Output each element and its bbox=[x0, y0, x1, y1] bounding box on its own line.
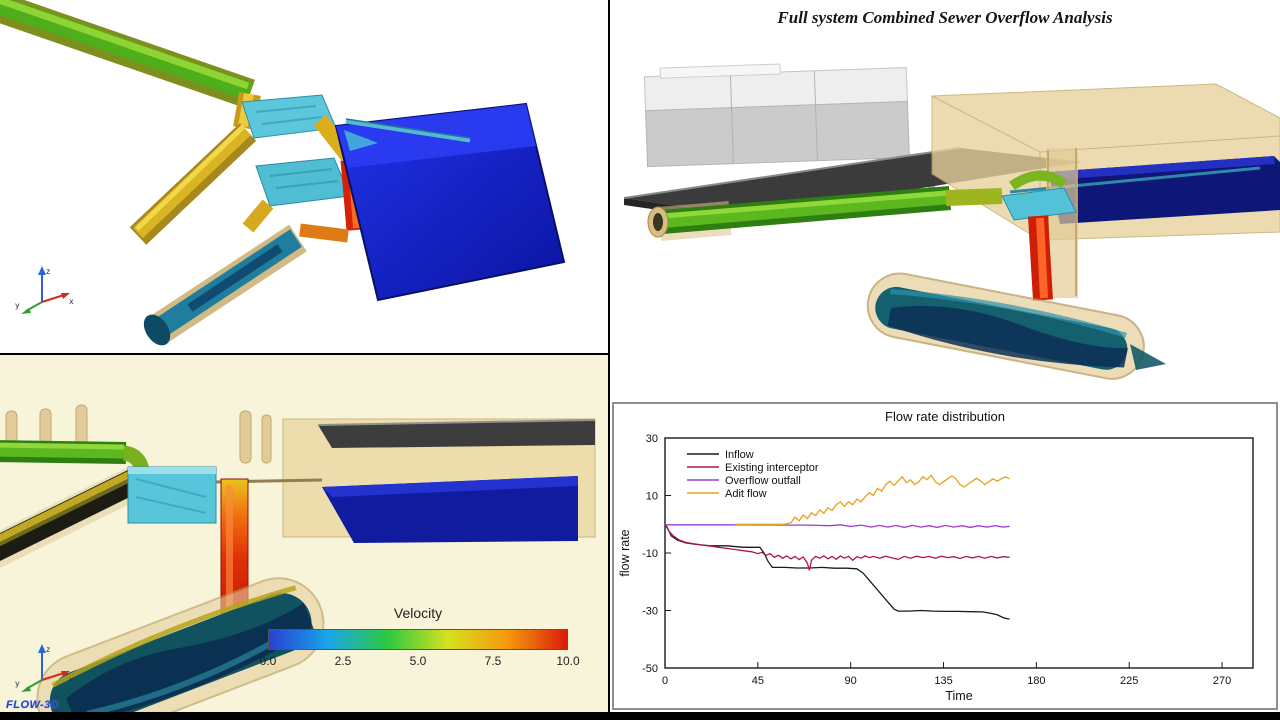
x-axis-label: Time bbox=[945, 689, 972, 702]
x-tick-label: 180 bbox=[1027, 675, 1045, 687]
axis-triad: z x y bbox=[15, 266, 74, 314]
axis-y-label: y bbox=[15, 301, 20, 310]
x-tick-label: 45 bbox=[752, 675, 764, 687]
cfd-view-full-system: Full system Combined Sewer Overflow Anal… bbox=[610, 0, 1280, 400]
y-axis-label: flow rate bbox=[618, 529, 632, 576]
colorbar-tick: 10.0 bbox=[556, 654, 580, 668]
cfd-view-isometric-detail: z x y bbox=[0, 0, 608, 353]
cfd-view-side-section: Velocity 0.0 2.5 5.0 7.5 10.0 z x y bbox=[0, 355, 608, 712]
flow-rate-chart: 0 45 90 135 180 225 270 30 10 -10 -30 -50 InflowExis… bbox=[618, 433, 1254, 702]
colorbar-tick-labels: 0.0 2.5 5.0 7.5 10.0 bbox=[250, 654, 586, 668]
y-tick-label: -10 bbox=[642, 548, 658, 560]
legend-label-existing-interceptor: Existing interceptor bbox=[725, 462, 819, 474]
axis-x-label: x bbox=[69, 297, 74, 306]
axis-z-label: z bbox=[46, 267, 50, 276]
y-tick-label: -30 bbox=[642, 606, 658, 618]
axis-y-label: y bbox=[15, 679, 20, 688]
legend-label-overflow-outfall: Overflow outfall bbox=[725, 475, 801, 487]
x-tick-label: 90 bbox=[845, 675, 857, 687]
cfd-scene-side-section bbox=[0, 404, 596, 712]
velocity-colorbar-gradient bbox=[268, 629, 568, 650]
axis-z-label: z bbox=[46, 645, 50, 654]
colorbar-tick: 2.5 bbox=[334, 654, 352, 668]
flow-rate-chart-panel: Flow rate distribution 0 45 90 135 180 225 270… bbox=[612, 402, 1278, 710]
x-tick-label: 225 bbox=[1120, 675, 1138, 687]
colorbar-tick: 5.0 bbox=[409, 654, 427, 668]
x-tick-label: 135 bbox=[934, 675, 952, 687]
x-tick-label: 0 bbox=[662, 675, 668, 687]
y-tick-label: 30 bbox=[646, 433, 658, 445]
axis-x-label: x bbox=[69, 675, 74, 684]
colorbar-tick: 7.5 bbox=[484, 654, 502, 668]
series-overflow-outfall bbox=[665, 524, 1010, 529]
colorbar-title: Velocity bbox=[393, 605, 443, 621]
series-adit-flow bbox=[735, 474, 1010, 525]
chart-title: Flow rate distribution bbox=[885, 409, 1005, 424]
cfd-scene-isometric bbox=[0, 0, 566, 346]
axis-triad: z x y bbox=[15, 644, 74, 692]
flow3d-logo: FLOW-3D bbox=[6, 699, 60, 711]
colorbar-tick: 0.0 bbox=[259, 654, 277, 668]
series-inflow bbox=[664, 523, 1010, 620]
cfd-scene-full-system bbox=[623, 63, 1280, 380]
y-tick-label: 10 bbox=[646, 491, 658, 503]
velocity-colorbar: Velocity 0.0 2.5 5.0 7.5 10.0 bbox=[250, 605, 586, 668]
chart-quadrant: Flow rate distribution 0 45 90 135 180 225 270… bbox=[610, 400, 1280, 712]
legend-label-inflow: Inflow bbox=[725, 449, 754, 461]
x-tick-label: 270 bbox=[1213, 675, 1231, 687]
legend-label-adit-flow: Adit flow bbox=[725, 488, 767, 500]
series-existing-interceptor bbox=[664, 523, 1010, 571]
y-tick-label: -50 bbox=[642, 663, 658, 675]
page-title: Full system Combined Sewer Overflow Anal… bbox=[777, 8, 1113, 27]
